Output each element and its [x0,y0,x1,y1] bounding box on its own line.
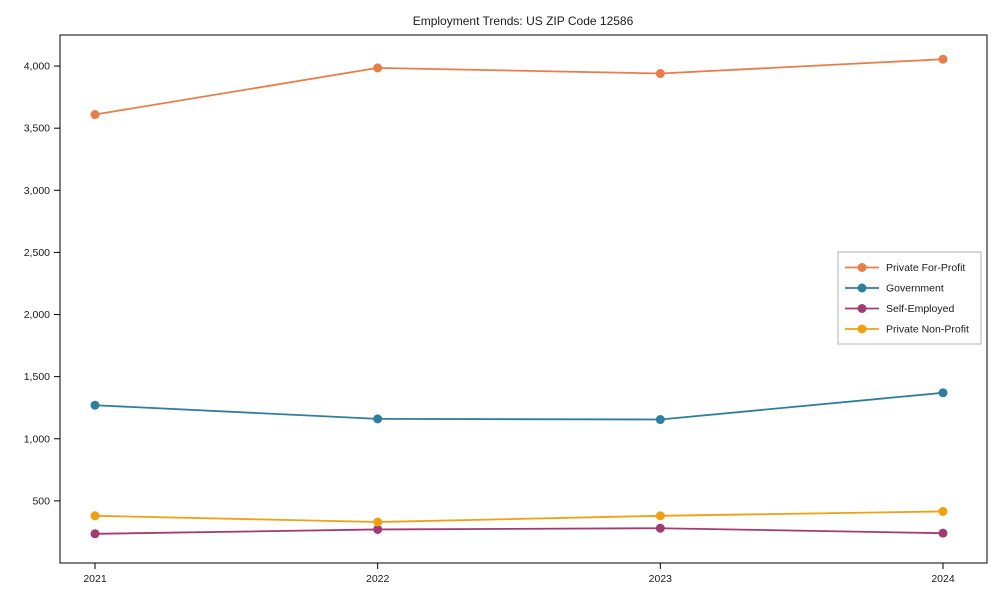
y-axis-tick-label: 4,000 [24,61,50,73]
series-line-private-for-profit [94,58,944,116]
legend-label: Private For-Profit [886,262,965,274]
series-line-government [94,391,944,421]
data-point-marker [90,529,100,539]
legend: Private For-Profit Government Self-Employe… [837,251,982,345]
series-line-self-employed [94,527,944,535]
plot-frame [59,34,988,564]
data-point-marker [373,524,383,534]
data-point-marker [655,415,665,425]
y-axis-tick-label: 1,000 [24,433,50,445]
x-axis-tick-label: 2021 [83,573,107,585]
legend-marker [857,263,867,272]
legend-marker [857,324,867,334]
data-point-marker [938,54,948,64]
legend-marker [857,304,867,313]
data-point-marker [90,110,100,120]
y-axis-tick-label: 3,000 [24,185,50,197]
y-axis-tick-label: 2,500 [24,247,50,259]
data-point-marker [655,69,665,79]
legend-label: Government [886,283,944,295]
chart-title: Employment Trends: US ZIP Code 12586 [413,14,634,28]
x-axis-tick-label: 2022 [366,573,390,585]
legend-marker [857,283,867,293]
plot-area: 500 1,000 1,500 2,000 2,500 3,000 3,500 4,000 20… [24,34,988,585]
data-point-marker [655,511,665,521]
data-point-marker [655,523,665,533]
data-point-marker [90,511,100,521]
y-axis-tick-label: 2,000 [24,309,50,321]
data-point-marker [90,400,100,410]
legend-label: Self-Employed [886,303,954,315]
series-line-private-non-profit [94,510,944,523]
data-point-marker [938,388,948,398]
data-point-marker [373,63,383,73]
x-axis-tick-label: 2024 [931,573,955,585]
y-axis-tick-label: 3,500 [24,123,50,135]
data-point-marker [373,414,383,424]
data-point-marker [938,506,948,516]
y-axis-tick-label: 500 [32,495,50,507]
data-point-marker [373,517,383,527]
legend-label: Private Non-Profit [886,324,969,336]
y-axis-tick-label: 1,500 [24,371,50,383]
data-point-marker [938,528,948,538]
x-axis-tick-label: 2023 [649,573,673,585]
